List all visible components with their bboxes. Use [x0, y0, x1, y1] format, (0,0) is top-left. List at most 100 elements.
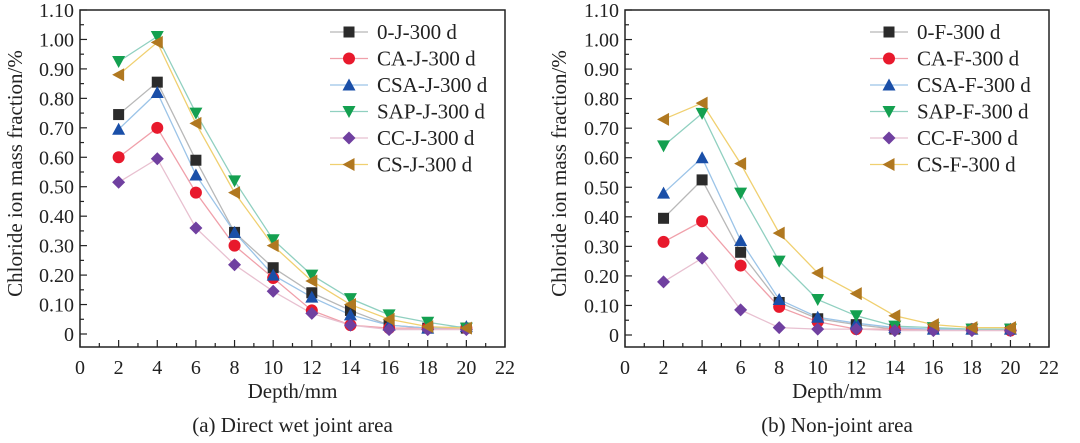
data-point [189, 186, 202, 199]
legend-label: CS-J-300 d [377, 153, 473, 177]
y-tick-label: 0.70 [39, 118, 74, 140]
data-point [150, 152, 164, 166]
series-line-5 [118, 41, 467, 329]
y-tick-label: 0.80 [584, 89, 619, 111]
data-point [657, 235, 670, 248]
data-point [965, 321, 978, 335]
series-line-1 [118, 126, 467, 329]
data-point [811, 310, 825, 323]
data-point [1003, 321, 1016, 335]
data-point [305, 290, 319, 303]
data-point [266, 268, 280, 281]
series-markers-4 [112, 152, 473, 337]
legend-label: 0-F-300 d [917, 20, 1001, 44]
chart-panel-a: 0 2 4 6 8 10 12 14 16 18 20 22 0 0.10 0.20 0.30 0.40 0.50… [3, 0, 515, 437]
y-tick-label: 0.20 [584, 266, 619, 288]
data-point [657, 275, 671, 289]
data-point [382, 312, 395, 326]
y-tick-label: 1.10 [39, 0, 74, 22]
data-point [189, 107, 203, 120]
data-point [112, 175, 126, 189]
data-point [228, 186, 241, 200]
legend-marker [882, 158, 895, 171]
data-point [112, 56, 126, 69]
data-point [113, 109, 125, 121]
data-point [657, 140, 671, 153]
data-point [849, 322, 863, 336]
y-tick-label: 0.50 [39, 177, 74, 199]
x-tick-label: 2 [114, 357, 124, 379]
data-point [657, 186, 671, 199]
x-tick-label: 16 [923, 357, 943, 379]
y-axis-title: Chloride ion mass fraction/% [547, 50, 571, 297]
data-point [811, 294, 825, 307]
legend-marker [882, 106, 896, 118]
series-line-2 [663, 156, 1011, 330]
series-line-3 [118, 35, 467, 329]
data-point [772, 226, 785, 240]
data-point [150, 85, 164, 98]
data-point [657, 112, 670, 126]
data-point [811, 266, 824, 280]
data-point [228, 175, 242, 188]
data-point [189, 116, 202, 130]
legend-marker [343, 52, 355, 65]
legend-label: 0-J-300 d [377, 20, 457, 44]
x-tick-label: 18 [418, 357, 438, 379]
y-tick-label: 1.10 [584, 0, 619, 22]
y-tick-label: 1.00 [584, 30, 619, 52]
x-tick-label: 14 [885, 357, 905, 379]
data-point [343, 318, 357, 332]
data-point [190, 154, 202, 166]
x-tick-label: 8 [774, 357, 784, 379]
data-point [695, 96, 708, 110]
series-line-2 [118, 91, 467, 329]
data-point [696, 174, 708, 186]
legend-label: CC-J-300 d [377, 126, 475, 150]
y-tick-label: 0.60 [584, 148, 619, 170]
data-point [151, 121, 164, 134]
legend-label: SAP-F-300 d [917, 100, 1029, 124]
y-tick-label: 0 [609, 325, 619, 347]
chart-caption: (a) Direct wet joint area [192, 413, 393, 437]
legend-label: CA-F-300 d [917, 47, 1020, 71]
legend-label: CC-F-300 d [917, 126, 1018, 150]
x-tick-label: 4 [152, 357, 162, 379]
data-point [421, 316, 435, 329]
x-tick-label: 2 [659, 357, 669, 379]
legend-label: CA-J-300 d [377, 47, 476, 71]
y-tick-label: 0.10 [584, 295, 619, 317]
y-tick-label: 0.20 [39, 265, 74, 287]
x-tick-label: 22 [1039, 357, 1059, 379]
x-tick-label: 20 [456, 357, 476, 379]
data-point [695, 251, 709, 265]
data-point [228, 258, 242, 272]
chart-panel-b: 0 2 4 6 8 10 12 14 16 18 20 22 0 0.10 0.20 0.30 0.40 0.50… [547, 0, 1059, 437]
x-tick-label: 16 [379, 357, 399, 379]
data-point [267, 262, 279, 274]
series-line-5 [663, 102, 1011, 329]
series-markers-4 [657, 251, 1017, 338]
y-tick-label: 0.80 [39, 88, 74, 110]
legend-marker [342, 158, 355, 171]
data-point [382, 309, 396, 322]
y-tick-label: 0.90 [39, 59, 74, 81]
legend-marker [883, 26, 895, 38]
data-point [772, 293, 786, 306]
x-tick-label: 18 [962, 357, 982, 379]
data-point [305, 269, 319, 282]
series-markers-5 [657, 96, 1016, 335]
data-point [112, 122, 126, 135]
x-tick-label: 12 [846, 357, 866, 379]
y-tick-label: 0.60 [39, 147, 74, 169]
data-point [421, 320, 434, 334]
data-point [811, 322, 825, 336]
legend-label: CSA-J-300 d [377, 73, 488, 97]
x-tick-label: 4 [697, 357, 707, 379]
y-tick-label: 1.00 [39, 29, 74, 51]
data-point [734, 157, 747, 171]
x-tick-label: 0 [75, 357, 85, 379]
data-point [150, 31, 164, 44]
